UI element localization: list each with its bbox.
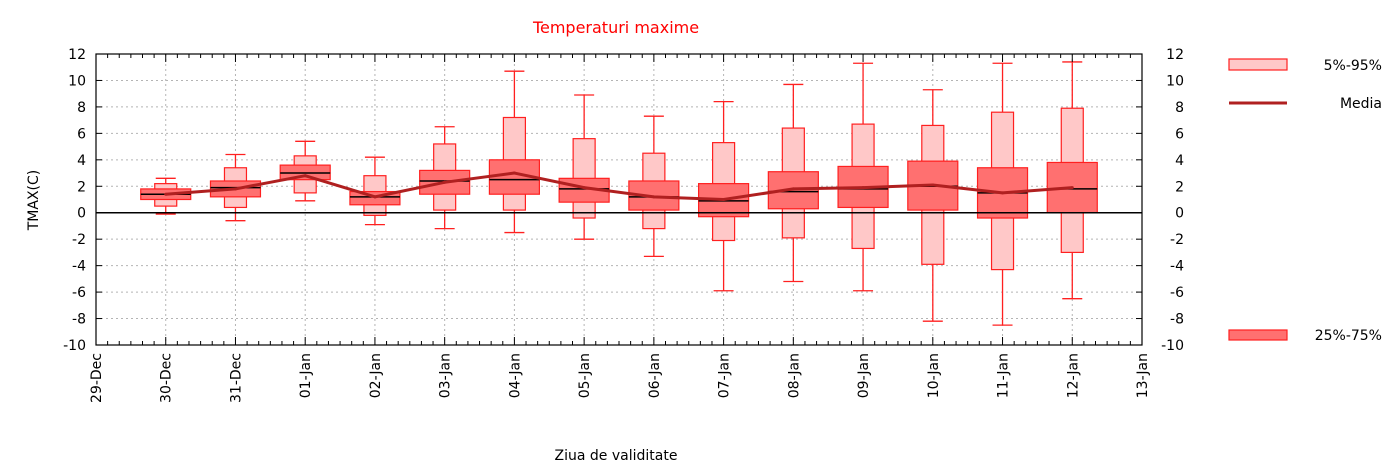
legend-25-75-swatch bbox=[1228, 329, 1288, 341]
legend-5-95-swatch bbox=[1228, 58, 1288, 71]
y-tick-label-right: 8 bbox=[1175, 100, 1184, 116]
mean-line bbox=[165, 171, 1073, 201]
axes bbox=[95, 53, 1143, 346]
x-tick-label: 02-Jan bbox=[368, 353, 384, 398]
mean-point bbox=[373, 195, 377, 199]
mean-point bbox=[303, 174, 307, 178]
y-tick-label-right: 12 bbox=[1166, 47, 1184, 63]
mean-point bbox=[791, 187, 795, 191]
x-tick-label: 11-Jan bbox=[996, 353, 1012, 398]
y-tick-label-right: -6 bbox=[1170, 285, 1184, 301]
plot-frame bbox=[95, 53, 1143, 346]
y-tick-label-left: 8 bbox=[77, 100, 86, 116]
y-tick-label-left: 6 bbox=[77, 126, 86, 142]
x-tick-label: 10-Jan bbox=[926, 353, 942, 398]
mean-point bbox=[164, 192, 168, 196]
y-tick-label-left: 10 bbox=[68, 73, 86, 89]
x-tick-label: 04-Jan bbox=[507, 353, 523, 398]
y-tick-label-left: 12 bbox=[68, 47, 86, 63]
legend: 5%-95% Media 25%-75% bbox=[1228, 58, 1382, 344]
x-tick-label: 12-Jan bbox=[1065, 353, 1081, 398]
y-tick-label-right: -2 bbox=[1170, 232, 1184, 248]
mean-point bbox=[582, 186, 586, 190]
y-tick-label-left: 0 bbox=[77, 206, 86, 222]
x-tick-label: 09-Jan bbox=[856, 353, 872, 398]
x-tick-label: 31-Dec bbox=[228, 353, 244, 403]
mean-point bbox=[931, 183, 935, 187]
y-tick-label-right: 4 bbox=[1175, 153, 1184, 169]
mean-point bbox=[1070, 186, 1074, 190]
y-tick-label-left: 2 bbox=[77, 179, 86, 195]
y-tick-label-right: -8 bbox=[1170, 312, 1184, 328]
y-tick-label-left: -10 bbox=[63, 338, 86, 354]
x-tick-label: 03-Jan bbox=[438, 353, 454, 398]
x-tick-label: 07-Jan bbox=[717, 353, 733, 398]
y-tick-label-right: 0 bbox=[1175, 206, 1184, 222]
y-tick-label-right: 6 bbox=[1175, 126, 1184, 142]
y-tick-label-right: -10 bbox=[1161, 338, 1184, 354]
mean-point bbox=[512, 171, 516, 175]
y-axis-label: TMAX(C) bbox=[26, 170, 42, 232]
x-tick-label: 29-Dec bbox=[89, 353, 105, 403]
mean-line-series bbox=[164, 171, 1074, 201]
mean-point bbox=[443, 180, 447, 184]
legend-25-75-label: 25%-75% bbox=[1315, 328, 1382, 344]
mean-point bbox=[233, 187, 237, 191]
x-tick-label: 08-Jan bbox=[786, 353, 802, 398]
y-tick-label-right: 10 bbox=[1166, 73, 1184, 89]
y-tick-label-left: 4 bbox=[77, 153, 86, 169]
y-tick-label-right: 2 bbox=[1175, 179, 1184, 195]
x-tick-label: 05-Jan bbox=[577, 353, 593, 398]
y-tick-label-left: -6 bbox=[72, 285, 86, 301]
x-tick-label: 06-Jan bbox=[647, 353, 663, 398]
y-tick-label-left: -2 bbox=[72, 232, 86, 248]
y-tick-label-left: -4 bbox=[72, 259, 86, 275]
x-tick-label: 01-Jan bbox=[298, 353, 314, 398]
legend-mean-label: Media bbox=[1340, 96, 1382, 112]
x-axis-label: Ziua de validitate bbox=[555, 448, 678, 464]
mean-point bbox=[1001, 191, 1005, 195]
x-tick-label: 13-Jan bbox=[1135, 353, 1151, 398]
y-tick-label-right: -4 bbox=[1170, 259, 1184, 275]
legend-5-95-label: 5%-95% bbox=[1324, 58, 1382, 74]
y-tick-label-left: -8 bbox=[72, 312, 86, 328]
chart-title: Temperaturi maxime bbox=[532, 18, 699, 37]
mean-point bbox=[861, 186, 865, 190]
tick-labels: 12 12 10 10 8 8 6 6 4 4 2 2 0 0 -2 -2 -4 -4 -6 -6 -8 -8 -10 -10… bbox=[63, 47, 1184, 403]
mean-point bbox=[652, 195, 656, 199]
mean-point bbox=[722, 198, 726, 201]
x-tick-label: 30-Dec bbox=[159, 353, 175, 403]
